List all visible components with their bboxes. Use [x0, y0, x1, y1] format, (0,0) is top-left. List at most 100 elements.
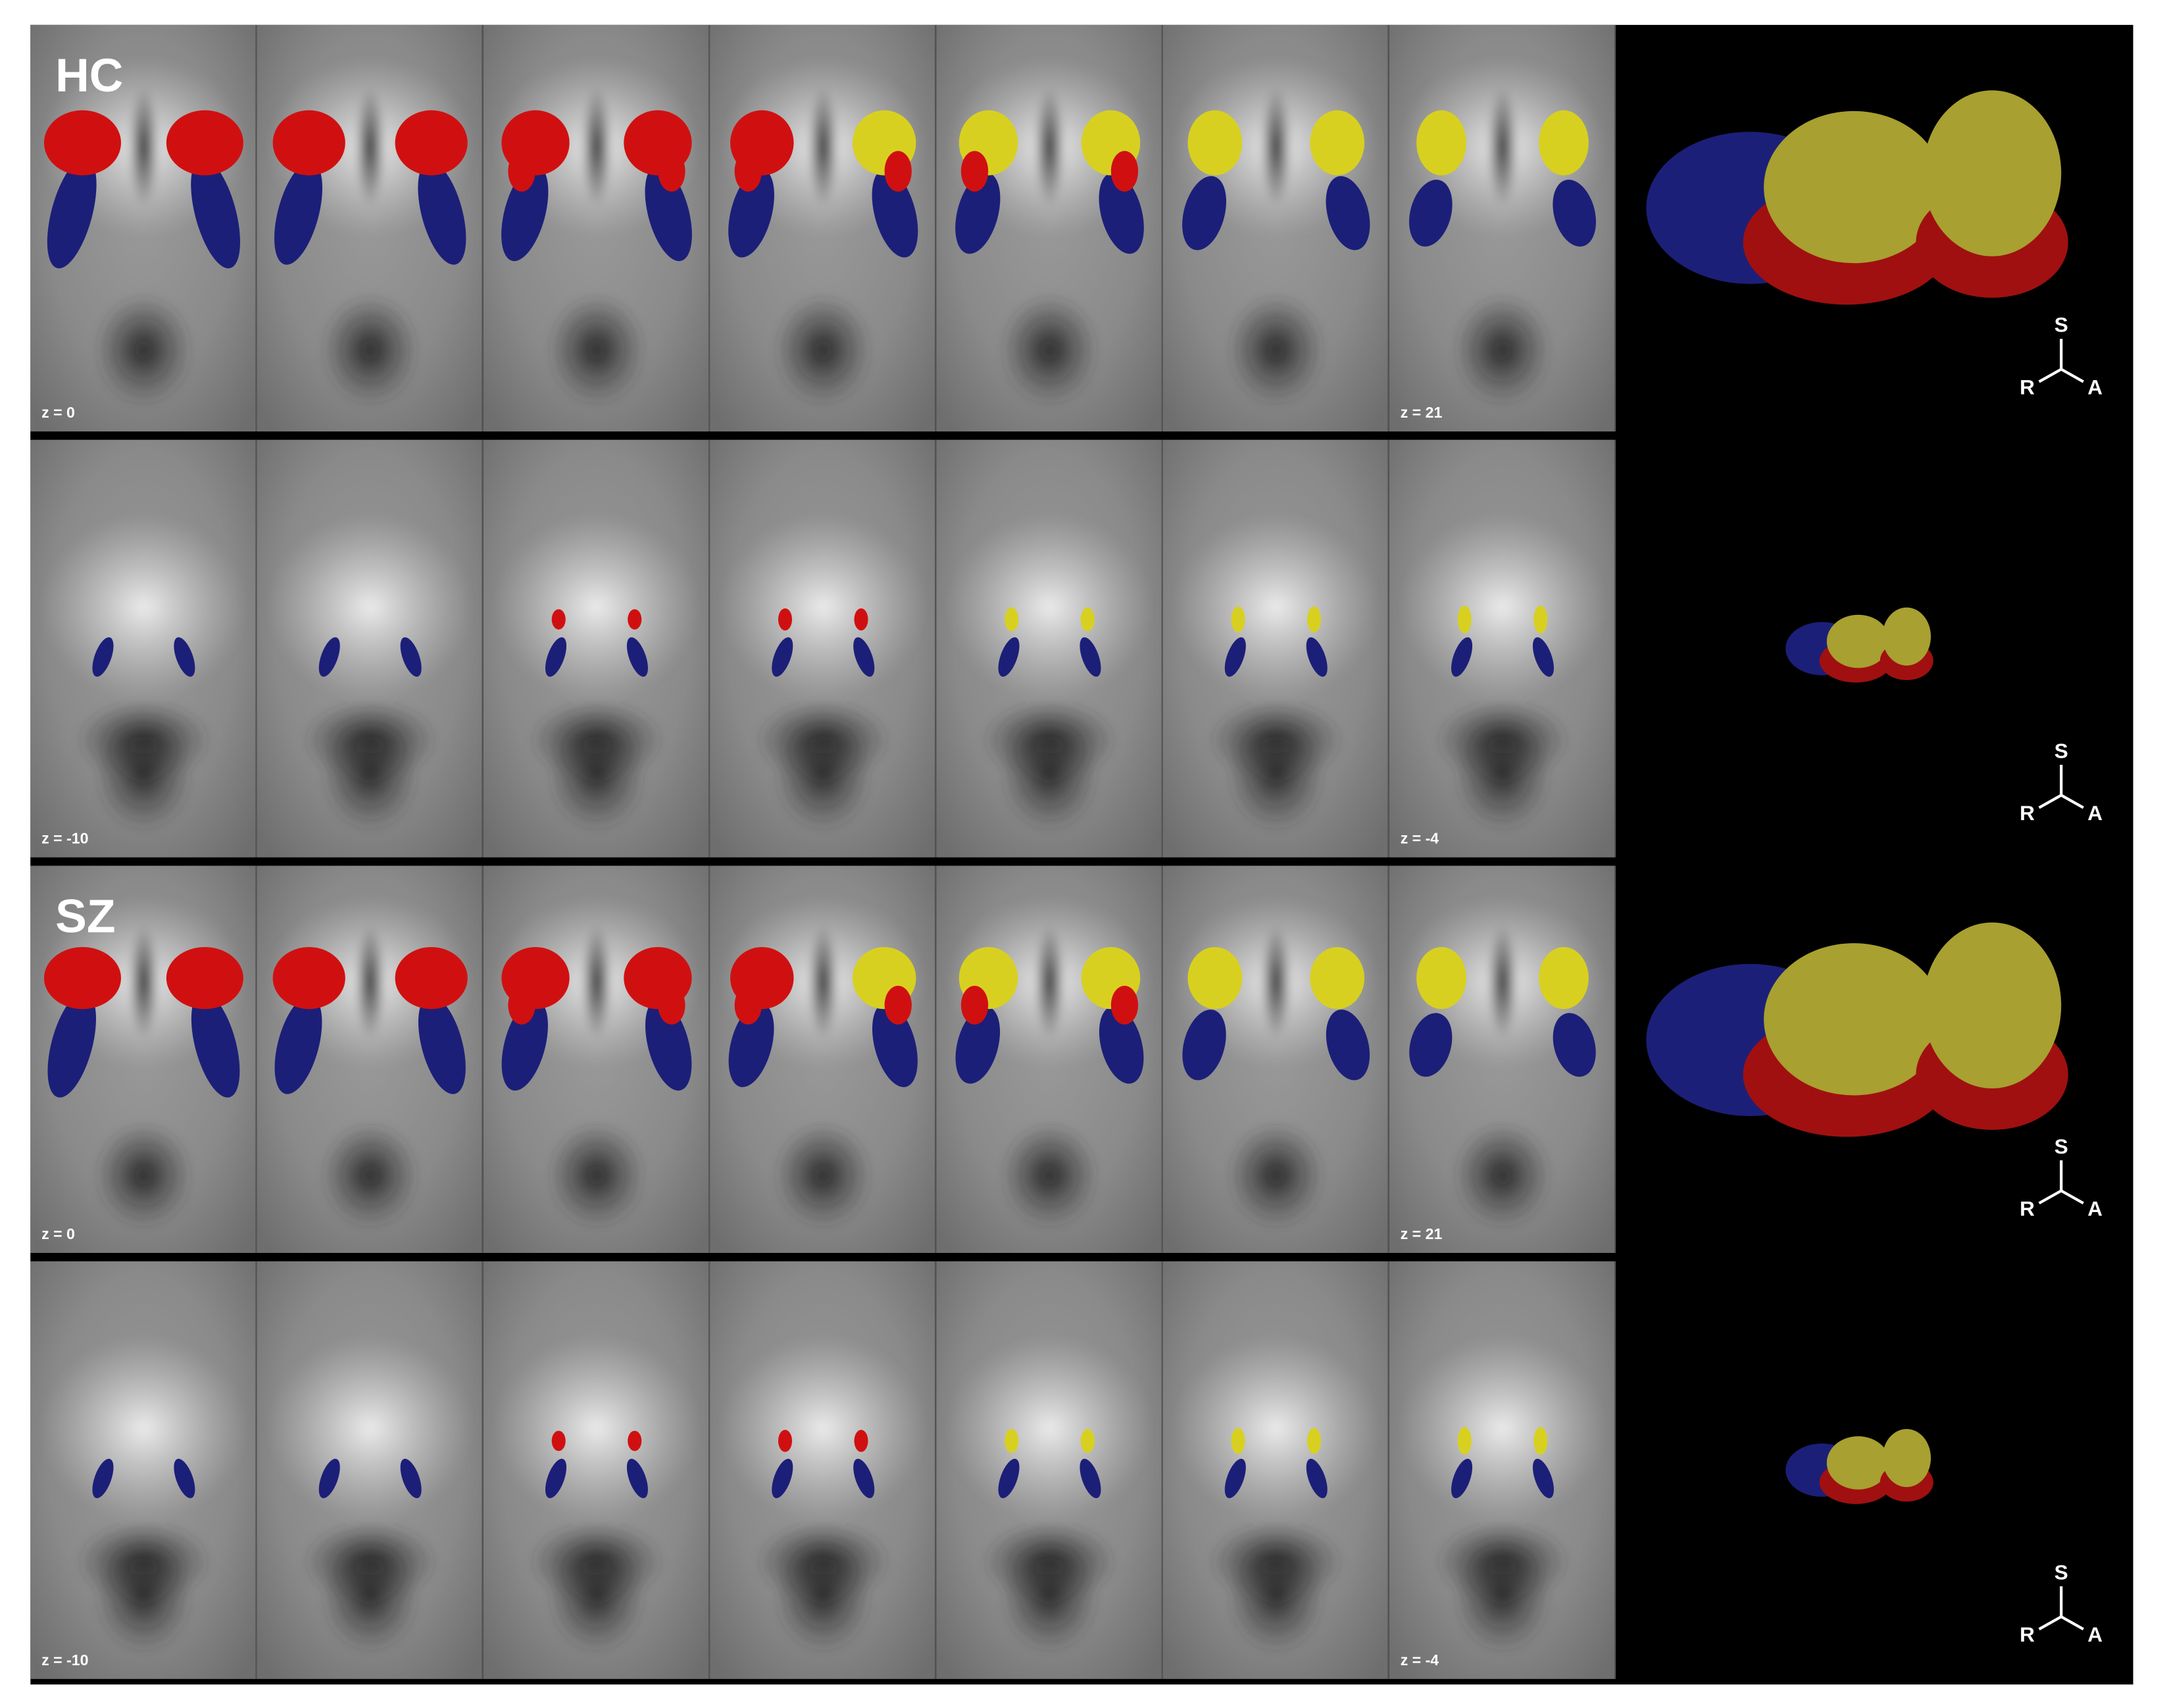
white-matter [721, 515, 926, 699]
ventricle [547, 1121, 647, 1230]
render-3d [1785, 607, 1933, 683]
white-matter [721, 1336, 926, 1521]
slice [30, 866, 257, 1254]
z-label: z = -10 [41, 830, 88, 847]
blob-small [545, 637, 567, 677]
white-matter [1401, 1336, 1605, 1521]
panel-row: z = -10 z = -4 S R A [30, 1261, 2103, 1679]
blob-small-top [854, 608, 868, 631]
axis-r [2038, 1615, 2062, 1630]
ventricle [1226, 293, 1326, 407]
blob-anterior [43, 110, 122, 176]
anatomy [1401, 57, 1605, 407]
blob-anterior [1310, 110, 1365, 176]
blob-small-top [778, 1430, 792, 1452]
ventricle [354, 85, 386, 208]
group-label: SZ [55, 890, 115, 942]
blob-posterior [645, 165, 692, 261]
slice [936, 866, 1163, 1254]
ventricle [1033, 85, 1066, 208]
blob-small [853, 1459, 875, 1498]
slice [1389, 866, 1616, 1254]
ventricle [999, 1121, 1100, 1230]
slice [30, 24, 257, 432]
white-matter [268, 1336, 472, 1521]
blob-mix [960, 985, 989, 1025]
blob-posterior [1182, 1010, 1226, 1081]
ventricle [93, 1121, 194, 1230]
blob-small-top [1457, 1427, 1472, 1455]
white-matter [268, 515, 472, 699]
slice [483, 1261, 710, 1679]
blob-small [1080, 637, 1101, 677]
axis-a [2060, 1189, 2084, 1205]
render-yellow [1764, 110, 1944, 264]
row-separator [30, 1253, 1616, 1261]
blob-mix [734, 985, 762, 1025]
ventricle [320, 1536, 420, 1654]
blob-posterior [1409, 1013, 1453, 1077]
ventricle [1453, 1121, 1553, 1230]
blob-anterior [1539, 110, 1589, 176]
render-yellow [1764, 943, 1944, 1096]
ventricle [999, 293, 1100, 407]
blob-mix [1110, 985, 1139, 1025]
anatomy [721, 515, 926, 833]
orientation [2038, 1160, 2084, 1205]
blob-posterior [1326, 176, 1370, 251]
blob-anterior [1416, 110, 1466, 176]
blob-small-top [778, 608, 792, 631]
blob-small-top [1080, 1428, 1095, 1453]
blob-mix [508, 151, 535, 192]
blob-mix [658, 985, 685, 1025]
ventricle [547, 715, 647, 833]
slice [30, 1261, 257, 1679]
z-label: z = 21 [1401, 1225, 1443, 1242]
slice [1389, 24, 1616, 432]
axis-label: A [2087, 1196, 2103, 1220]
axis-label: A [2087, 1623, 2103, 1646]
panel-row: z = 0 z = 21 SZ S R A [30, 866, 2103, 1254]
blob-posterior [418, 161, 466, 265]
axis-a [2060, 1615, 2084, 1630]
orientation [2038, 764, 2084, 809]
anatomy [1401, 1336, 1605, 1654]
blob-anterior [166, 947, 243, 1010]
blob-posterior [274, 996, 322, 1094]
blob-small [772, 637, 793, 677]
blob-posterior [274, 161, 322, 265]
ventricle [320, 715, 420, 833]
blob-small [626, 637, 648, 677]
blob-posterior [1182, 176, 1226, 251]
blob-small-top [628, 1430, 642, 1452]
ventricle [580, 923, 613, 1040]
blob-posterior [418, 996, 466, 1094]
blob-posterior [955, 1006, 1001, 1084]
blob-posterior [191, 158, 241, 269]
blob-small [1306, 1459, 1328, 1498]
blob-posterior [47, 992, 96, 1098]
ventricle [93, 715, 194, 833]
blob-posterior [1326, 1010, 1370, 1081]
render-yellow [1826, 614, 1890, 668]
anatomy [1174, 515, 1378, 833]
slice [936, 24, 1163, 432]
white-matter [495, 515, 699, 699]
blob-small-top [1005, 1428, 1019, 1453]
blob-anterior [1416, 947, 1466, 1010]
row-separator [30, 857, 1616, 866]
blob-small [853, 637, 875, 677]
ventricle [999, 1536, 1100, 1654]
ventricle [773, 1536, 873, 1654]
blob-small [1451, 1459, 1473, 1498]
blob-mix [658, 151, 685, 192]
blob-small [1451, 637, 1473, 677]
slice [1162, 866, 1389, 1254]
blob-mix [1110, 151, 1139, 192]
white-matter [1174, 1336, 1378, 1521]
ventricle [128, 923, 160, 1040]
z-label: z = -10 [41, 1651, 88, 1669]
slice [483, 24, 710, 432]
blob-posterior [501, 165, 549, 261]
ventricle [773, 715, 873, 833]
